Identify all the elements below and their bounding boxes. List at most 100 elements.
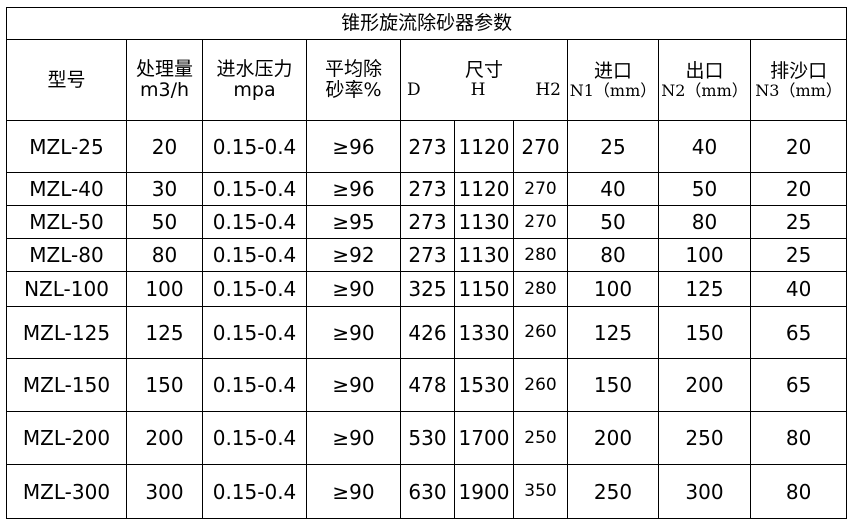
- cell-size-d: 478: [400, 358, 455, 412]
- header-outlet: 出口 N2（mm）: [658, 39, 751, 121]
- cell-capacity: 150: [126, 358, 203, 412]
- outlet-label: 出口: [685, 59, 724, 82]
- header-inlet: 进口 N1（mm）: [567, 39, 659, 121]
- cell-model: MZL-50: [6, 205, 127, 239]
- cell-size-h: 1150: [454, 271, 514, 307]
- cell-size-d: 630: [400, 464, 455, 519]
- cell-size-d: 325: [400, 271, 455, 307]
- inlet-label: 进口: [593, 59, 632, 82]
- cell-size-d: 273: [400, 205, 455, 239]
- cell-size-h2: 280: [513, 271, 568, 307]
- cell-sand-outlet: 20: [749, 120, 848, 173]
- table-row: MZL-80 80 0.15-0.4 ≥92 273 1130 280 80 100 25: [6, 238, 848, 272]
- cell-inlet: 100: [567, 271, 659, 307]
- cell-size-h: 1120: [454, 120, 514, 173]
- table-row: MZL-150 150 0.15-0.4 ≥90 478 1530 260 150 200 65: [6, 358, 848, 412]
- cell-outlet: 40: [658, 120, 751, 173]
- cell-size-h2: 270: [513, 205, 568, 239]
- cell-size-h: 1130: [454, 238, 514, 272]
- cell-size-d: 273: [400, 238, 455, 272]
- cell-size-h: 1530: [454, 358, 514, 412]
- cell-size-h: 1700: [454, 411, 514, 465]
- cell-pressure: 0.15-0.4: [202, 238, 307, 272]
- size-h2: H2: [535, 80, 561, 101]
- size-label: 尺寸: [464, 59, 503, 82]
- cell-sand-outlet: 80: [749, 464, 848, 519]
- cell-sand-outlet: 65: [749, 358, 848, 412]
- cell-inlet: 25: [567, 120, 659, 173]
- cell-size-h2: 250: [513, 411, 568, 465]
- size-d: D: [407, 80, 421, 101]
- cell-size-h2: 260: [513, 306, 568, 359]
- cell-inlet: 40: [567, 172, 659, 206]
- cell-capacity: 30: [126, 172, 203, 206]
- cell-model: MZL-125: [6, 306, 127, 359]
- cell-outlet: 50: [658, 172, 751, 206]
- cell-removal: ≥90: [306, 464, 401, 519]
- table-row: NZL-100 100 0.15-0.4 ≥90 325 1150 280 100 125 40: [6, 271, 848, 307]
- table-row: MZL-125 125 0.15-0.4 ≥90 426 1330 260 125 150 65: [6, 306, 848, 359]
- cell-inlet: 150: [567, 358, 659, 412]
- cell-sand-outlet: 65: [749, 306, 848, 359]
- cell-removal: ≥90: [306, 306, 401, 359]
- cell-removal: ≥90: [306, 411, 401, 465]
- cell-pressure: 0.15-0.4: [202, 411, 307, 465]
- cell-size-h: 1130: [454, 205, 514, 239]
- cell-model: MZL-25: [6, 120, 127, 173]
- cell-outlet: 300: [658, 464, 751, 519]
- cell-size-h2: 270: [513, 172, 568, 206]
- removal-label-2: 砂率%: [325, 79, 382, 101]
- cell-sand-outlet: 80: [749, 411, 848, 465]
- cell-removal: ≥92: [306, 238, 401, 272]
- pressure-label: 进水压力: [216, 58, 293, 81]
- table-title: 锥形旋流除砂器参数: [5, 7, 848, 40]
- cell-outlet: 125: [658, 271, 751, 307]
- cell-inlet: 80: [567, 238, 659, 272]
- cell-size-h: 1120: [454, 172, 514, 206]
- cell-inlet: 50: [567, 205, 659, 239]
- header-size: 尺寸 D H H2: [400, 39, 568, 121]
- cell-pressure: 0.15-0.4: [202, 464, 307, 519]
- cell-inlet: 125: [567, 306, 659, 359]
- cell-size-d: 530: [400, 411, 455, 465]
- cell-capacity: 200: [126, 411, 203, 465]
- cell-pressure: 0.15-0.4: [202, 306, 307, 359]
- parameters-table: 锥形旋流除砂器参数 型号 处理量 m3/h 进水压力 mpa 平均除 砂率% 尺寸 D H…: [5, 7, 848, 519]
- table-row: MZL-200 200 0.15-0.4 ≥90 530 1700 250 200 250 80: [6, 411, 848, 465]
- table-row: MZL-50 50 0.15-0.4 ≥95 273 1130 270 50 80 25: [6, 205, 848, 239]
- cell-outlet: 100: [658, 238, 751, 272]
- inlet-unit: N1（mm）: [569, 80, 657, 100]
- cell-pressure: 0.15-0.4: [202, 271, 307, 307]
- removal-label-1: 平均除: [324, 58, 382, 81]
- cell-size-h2: 270: [513, 120, 568, 173]
- cell-model: MZL-40: [6, 172, 127, 206]
- cell-removal: ≥96: [306, 120, 401, 173]
- cell-outlet: 250: [658, 411, 751, 465]
- cell-inlet: 250: [567, 464, 659, 519]
- cell-capacity: 80: [126, 238, 203, 272]
- cell-pressure: 0.15-0.4: [202, 120, 307, 173]
- cell-capacity: 50: [126, 205, 203, 239]
- table-row: MZL-40 30 0.15-0.4 ≥96 273 1120 270 40 50 20: [6, 172, 848, 206]
- table-row: MZL-300 300 0.15-0.4 ≥90 630 1900 350 250 300 80: [6, 464, 848, 519]
- cell-size-d: 426: [400, 306, 455, 359]
- cell-removal: ≥90: [306, 271, 401, 307]
- cell-model: MZL-80: [6, 238, 127, 272]
- header-sand-outlet: 排沙口 N3（mm）: [749, 39, 848, 121]
- capacity-label: 处理量: [135, 58, 193, 81]
- size-h: H: [470, 80, 486, 101]
- cell-size-h2: 260: [513, 358, 568, 412]
- cell-pressure: 0.15-0.4: [202, 172, 307, 206]
- cell-model: MZL-150: [6, 358, 127, 412]
- capacity-unit: m3/h: [139, 79, 190, 101]
- cell-removal: ≥95: [306, 205, 401, 239]
- cell-size-h2: 280: [513, 238, 568, 272]
- outlet-unit: N2（mm）: [661, 80, 748, 100]
- cell-capacity: 20: [126, 120, 203, 173]
- cell-size-d: 273: [400, 120, 455, 173]
- cell-sand-outlet: 25: [749, 205, 848, 239]
- cell-capacity: 100: [126, 271, 203, 307]
- cell-pressure: 0.15-0.4: [202, 358, 307, 412]
- cell-model: NZL-100: [6, 271, 127, 307]
- cell-removal: ≥90: [306, 358, 401, 412]
